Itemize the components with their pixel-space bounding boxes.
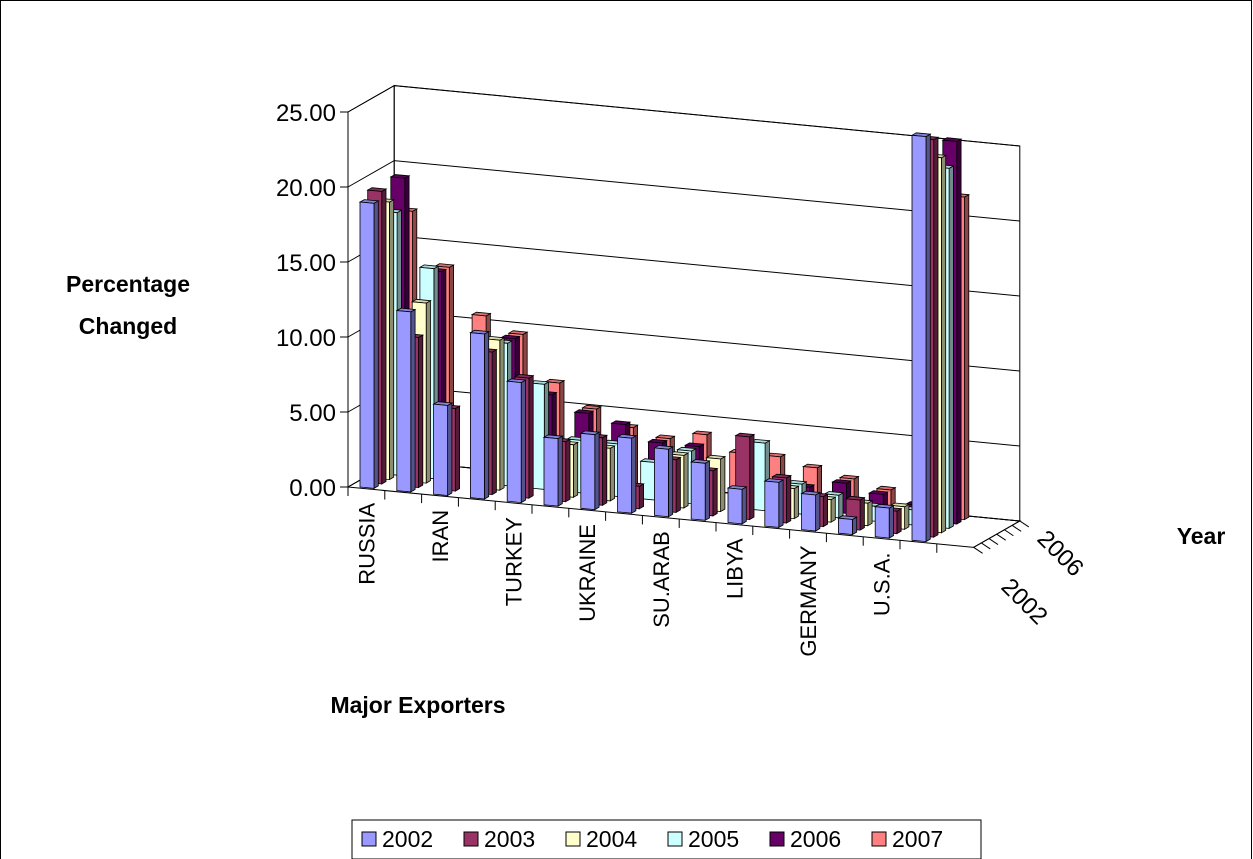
bar xyxy=(873,503,895,539)
chart-bars xyxy=(358,132,971,543)
bar xyxy=(542,434,564,507)
x-tick-label: SU.ARAB xyxy=(649,531,674,628)
y-axis-label-line2: Changed xyxy=(79,313,177,339)
x-axis-label: Major Exporters xyxy=(330,692,505,718)
legend-swatch xyxy=(769,831,785,847)
y-tick-label: 10.00 xyxy=(276,325,336,352)
legend-label: 2004 xyxy=(586,826,637,852)
bar xyxy=(653,445,674,518)
legend-item: 2005 xyxy=(667,826,739,852)
z-tick-label: 2002 xyxy=(996,573,1053,630)
legend-item: 2004 xyxy=(565,826,637,852)
z-tick-label: 2006 xyxy=(1032,525,1089,582)
z-tick-mark xyxy=(1011,524,1022,532)
bar xyxy=(837,515,859,536)
bar xyxy=(689,459,711,521)
x-tick-label: LIBYA xyxy=(722,538,747,599)
chart-legend: 2002 2003 2004 2005 2006 2007 xyxy=(351,819,982,859)
bar xyxy=(579,430,601,511)
bar xyxy=(910,132,932,543)
legend-swatch xyxy=(463,831,479,847)
legend-item: 2007 xyxy=(871,826,943,852)
x-tick-label: TURKEY xyxy=(502,517,527,607)
z-tick-mark xyxy=(973,546,983,554)
y-axis-tick-labels: 0.00 5.00 10.00 15.00 20.00 25.00 xyxy=(276,100,336,502)
bar xyxy=(505,378,527,504)
legend-label: 2003 xyxy=(484,826,535,852)
legend-label: 2005 xyxy=(688,826,739,852)
x-tick-label: RUSSIA xyxy=(354,502,379,584)
legend-label: 2002 xyxy=(382,826,433,852)
z-tick-mark xyxy=(988,538,999,545)
x-tick-label: U.S.A. xyxy=(870,553,895,617)
y-axis-label-line1: Percentage xyxy=(66,271,190,297)
x-tick-label: UKRAINE xyxy=(575,524,600,622)
bar xyxy=(726,485,748,525)
z-tick-mark xyxy=(981,542,991,550)
x-tick-label: GERMANY xyxy=(796,545,821,657)
y-tick-label: 0.00 xyxy=(289,475,336,502)
x-tick-label: IRAN xyxy=(428,510,453,563)
y-tick-label: 25.00 xyxy=(276,100,336,127)
legend-swatch xyxy=(667,831,683,847)
bar xyxy=(469,329,491,500)
y-tick-label: 5.00 xyxy=(289,400,336,427)
bar xyxy=(358,199,380,490)
z-tick-mark xyxy=(1019,520,1030,528)
legend-item: 2006 xyxy=(769,826,841,852)
legend-label: 2006 xyxy=(790,826,841,852)
bar xyxy=(432,401,454,497)
bar xyxy=(800,490,822,532)
y-tick-label: 20.00 xyxy=(276,175,336,202)
gridline xyxy=(347,160,1020,222)
legend-swatch xyxy=(565,831,581,847)
legend-label: 2007 xyxy=(892,826,943,852)
legend-item: 2003 xyxy=(463,826,535,852)
bar xyxy=(616,433,638,514)
gridline xyxy=(347,85,1020,147)
bar xyxy=(395,307,417,493)
z-tick-mark xyxy=(996,533,1006,541)
legend-item: 2002 xyxy=(361,826,433,852)
legend-swatch xyxy=(871,831,887,847)
bar xyxy=(763,478,785,529)
z-tick-mark xyxy=(1004,529,1014,537)
z-axis-label: Year xyxy=(1177,523,1226,549)
y-tick-label: 15.00 xyxy=(276,250,336,277)
x-axis-category-labels: RUSSIA IRAN TURKEY UKRAINE SU.ARAB LIBYA GERMA… xyxy=(347,487,938,657)
legend-swatch xyxy=(361,831,377,847)
